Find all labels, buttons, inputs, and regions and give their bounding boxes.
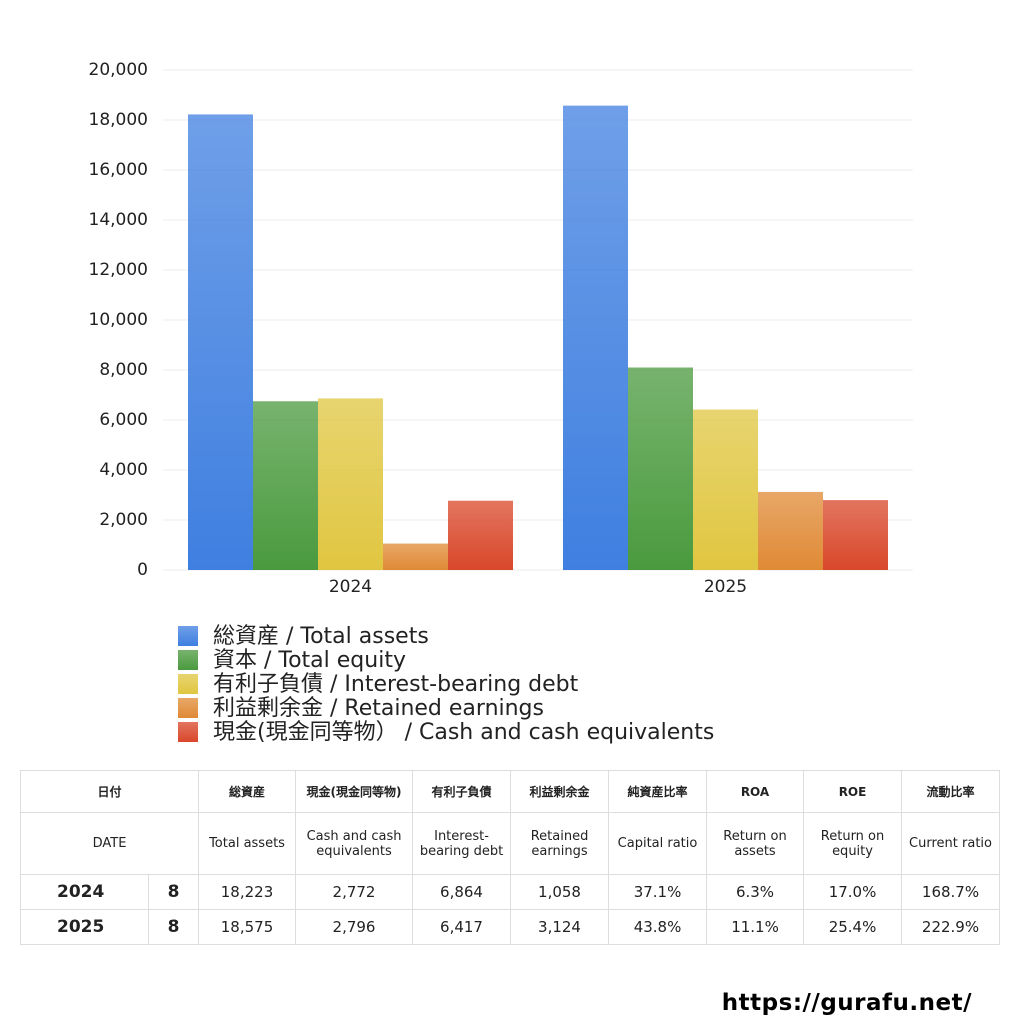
y-tick-label: 18,000 [89,110,148,130]
table-cell: Interest-bearing debt [412,812,512,875]
table-cell: 37.1% [608,874,708,910]
bar [823,500,888,570]
bar [758,491,823,570]
chart: 0 2,000 4,000 6,000 8,000 10,000 12,000 14,000 1… [89,60,913,745]
bar [318,398,383,570]
table-cell: 8 [147,909,200,945]
table-cell: 6.3% [706,874,805,910]
bar [693,409,758,570]
table-cell: 8 [147,874,200,910]
table-cell: 18,223 [198,874,297,910]
y-tick-label: 16,000 [89,160,148,180]
y-tick-label: 6,000 [99,410,148,430]
table-cell: Capital ratio [608,812,708,875]
bar [448,500,513,570]
table-cell: Current ratio [901,812,1001,875]
table-cell: 1,058 [510,874,610,910]
legend-swatch [178,674,198,694]
legend-label: 現金(現金同等物） / Cash and cash equivalents [213,720,714,745]
y-tick-label: 10,000 [89,310,148,330]
data-row: 2024 8 18,223 2,772 6,864 1,058 37.1% 6.3% 17.0%… [20,874,1001,910]
table-cell: 43.8% [608,909,708,945]
x-tick-label: 2024 [329,577,372,597]
table-cell: Cash and cash equivalents [295,812,414,875]
table-cell: 純資産比率 [608,770,708,813]
legend-label: 利益剰余金 / Retained earnings [213,696,544,721]
table-cell: Retained earnings [510,812,610,875]
bar [628,367,693,570]
table-cell: 11.1% [706,909,805,945]
y-tick-label: 20,000 [89,60,148,80]
table-cell: 2,796 [295,909,414,945]
header-row: DATE Total assets Cash and cash equivalent… [19,812,1001,875]
legend-label: 有利子負債 / Interest-bearing debt [213,672,579,697]
table-cell: DATE [19,812,200,875]
header-row: 日付 総資産 現金(現金同等物) 有利子負債 利益剰余金 純資産比率 ROA ROE 流動比率 [19,770,1001,813]
y-tick-label: 2,000 [99,510,148,530]
legend-swatch [178,722,198,742]
data-row: 2025 8 18,575 2,796 6,417 3,124 43.8% 11.1% 25.4… [20,909,1001,945]
table-cell: 168.7% [901,874,1001,910]
data-table: 日付 総資産 現金(現金同等物) 有利子負債 利益剰余金 純資産比率 ROA ROE 流動比率 D… [19,770,1001,945]
table-cell: 2,772 [295,874,414,910]
y-tick-label: 0 [137,560,148,580]
table-cell: 2025 [20,909,149,945]
table-cell: 流動比率 [901,770,1001,813]
table-cell: 利益剰余金 [510,770,610,813]
y-tick-label: 14,000 [89,210,148,230]
y-tick-label: 8,000 [99,360,148,380]
bar [188,114,253,571]
table-cell: 2024 [20,874,149,910]
table-cell: 現金(現金同等物) [295,770,414,813]
table-cell: 総資産 [198,770,297,813]
table-cell: 6,864 [412,874,512,910]
bar [383,543,448,570]
y-tick-label: 4,000 [99,460,148,480]
table-cell: 日付 [19,770,200,813]
table-cell: 222.9% [901,909,1001,945]
legend-swatch [178,650,198,670]
table-cell: 3,124 [510,909,610,945]
x-tick-label: 2025 [704,577,747,597]
table-cell: Total assets [198,812,297,875]
table-cell: Return on assets [706,812,805,875]
bar [563,105,628,570]
legend-swatch [178,698,198,718]
y-tick-label: 12,000 [89,260,148,280]
table-cell: 6,417 [412,909,512,945]
legend-label: 資本 / Total equity [213,648,406,673]
table-cell: 有利子負債 [412,770,512,813]
table-cell: ROA [706,770,805,813]
table-cell: 25.4% [803,909,903,945]
legend-swatch [178,626,198,646]
table-cell: ROE [803,770,903,813]
table-cell: Return on equity [803,812,903,875]
legend-label: 総資産 / Total assets [213,624,429,649]
table-cell: 18,575 [198,909,297,945]
bar [253,401,318,570]
table-cell: 17.0% [803,874,903,910]
site-url: https://gurafu.net/ [721,990,972,1016]
